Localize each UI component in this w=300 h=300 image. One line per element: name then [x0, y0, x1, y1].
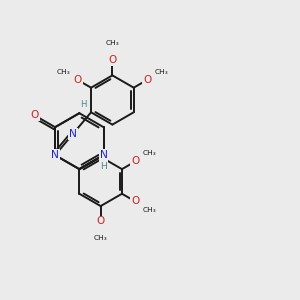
- Text: O: O: [143, 75, 151, 85]
- Text: O: O: [108, 55, 116, 65]
- Text: O: O: [30, 110, 39, 120]
- Text: O: O: [74, 75, 82, 85]
- Text: N: N: [100, 150, 107, 160]
- Text: CH₃: CH₃: [143, 150, 157, 156]
- Text: O: O: [97, 216, 105, 226]
- Text: CH₃: CH₃: [155, 69, 168, 75]
- Text: CH₃: CH₃: [94, 235, 107, 241]
- Text: H: H: [100, 162, 107, 171]
- Text: N: N: [69, 129, 77, 139]
- Text: H: H: [80, 100, 87, 109]
- Text: O: O: [131, 156, 140, 167]
- Text: N: N: [51, 150, 59, 160]
- Text: CH₃: CH₃: [56, 69, 70, 75]
- Text: O: O: [131, 196, 140, 206]
- Text: CH₃: CH₃: [106, 40, 119, 46]
- Text: CH₃: CH₃: [143, 207, 157, 213]
